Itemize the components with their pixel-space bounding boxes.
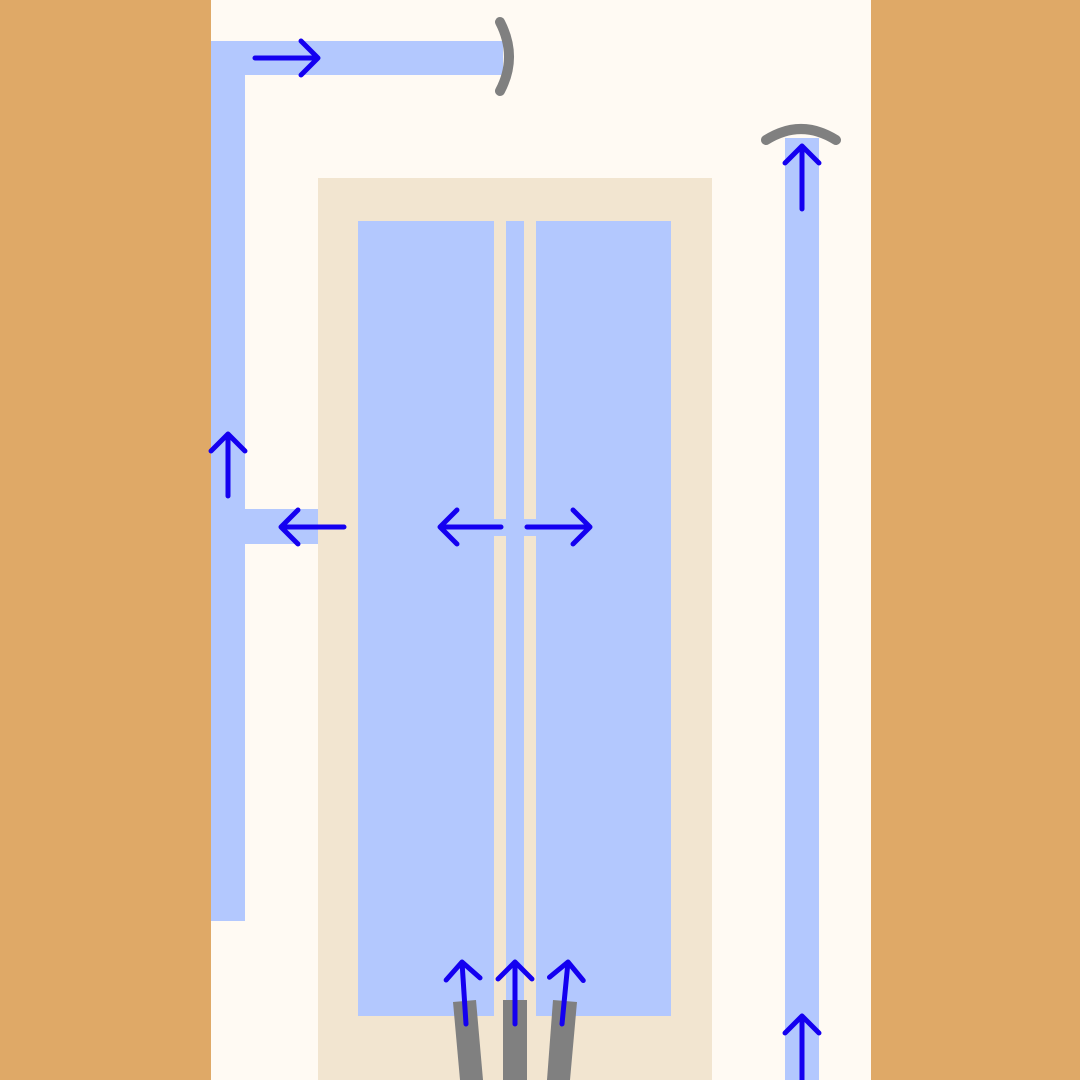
arrow-up-icon <box>782 143 822 212</box>
nozzles <box>453 17 841 1080</box>
arrow-up-icon <box>208 431 248 499</box>
center-cross-channel <box>494 519 536 536</box>
curved-deflector-icon <box>495 17 514 96</box>
arrow-right-icon <box>524 507 593 547</box>
curved-deflector-icon <box>761 124 841 145</box>
right-vertical-channel <box>785 138 819 1080</box>
gray-nozzle-icon <box>453 1000 483 1080</box>
arrow-right-icon <box>252 38 321 78</box>
arrow-up-icon <box>782 1013 822 1080</box>
channels <box>211 41 819 1080</box>
arrow-up-icon <box>546 959 586 1027</box>
left-wall <box>0 0 211 1080</box>
left-panel <box>358 221 494 1016</box>
right-panel <box>536 221 671 1016</box>
arrow-up-icon <box>495 959 535 1027</box>
gray-nozzle-icon <box>547 1000 577 1080</box>
flow-arrows <box>208 38 822 1080</box>
arrow-up-icon <box>443 959 483 1027</box>
center-slot <box>506 221 524 1016</box>
right-wall <box>871 0 1080 1080</box>
arrow-left-icon <box>278 507 347 547</box>
arrow-left-icon <box>437 507 504 547</box>
